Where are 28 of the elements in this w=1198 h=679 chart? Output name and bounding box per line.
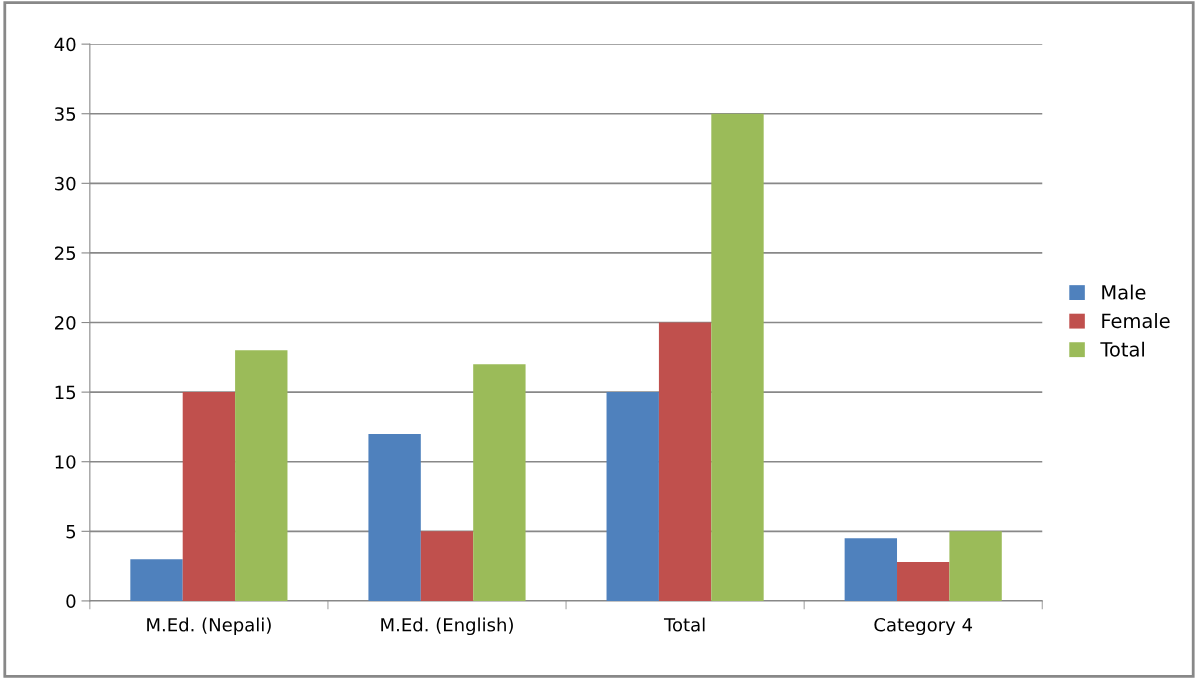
bar xyxy=(182,392,236,601)
bar xyxy=(711,113,764,601)
legend-label: Male xyxy=(1102,284,1146,300)
y-tick-label: 10 xyxy=(55,455,76,469)
y-tick-label: 25 xyxy=(55,246,76,261)
bar xyxy=(368,433,421,601)
y-tick-label: 40 xyxy=(54,37,76,52)
bar xyxy=(473,364,526,601)
bar xyxy=(606,392,659,601)
y-tick-label: 35 xyxy=(55,107,76,121)
legend-label: Total xyxy=(1100,341,1144,357)
y-tick-label: 5 xyxy=(66,525,76,539)
bar xyxy=(844,538,898,601)
bar xyxy=(897,561,950,601)
bar xyxy=(420,531,474,601)
y-tick-label: 20 xyxy=(55,315,76,330)
bar xyxy=(235,350,288,601)
legend-label: Female xyxy=(1102,313,1170,329)
bar xyxy=(949,531,1002,601)
x-tick-label: Total xyxy=(663,617,705,632)
x-tick-label: Category 4 xyxy=(874,617,973,636)
bar xyxy=(658,322,712,601)
y-tick-label: 0 xyxy=(66,594,76,609)
bar xyxy=(130,559,183,601)
x-tick-label: M.Ed. (English) xyxy=(381,617,513,636)
y-tick-label: 15 xyxy=(55,385,76,400)
x-tick-label: M.Ed. (Nepali) xyxy=(147,617,271,636)
y-tick-label: 30 xyxy=(55,176,76,191)
